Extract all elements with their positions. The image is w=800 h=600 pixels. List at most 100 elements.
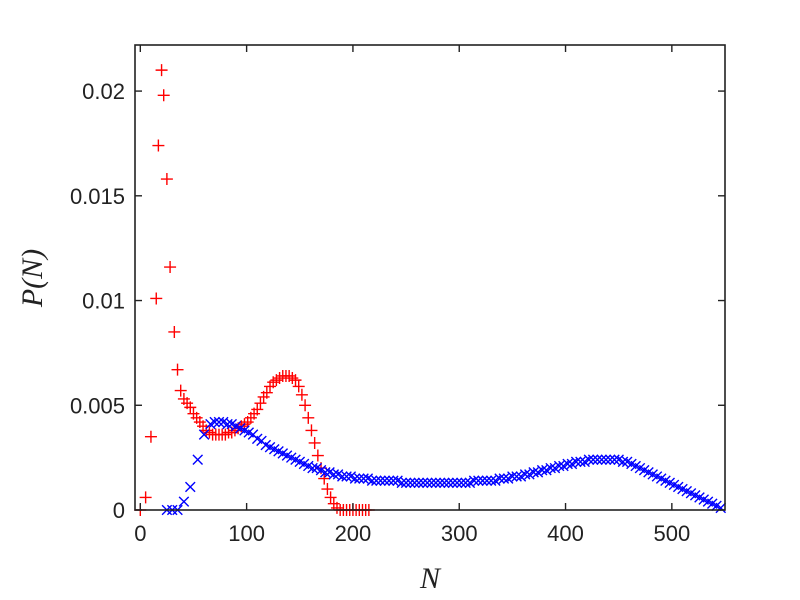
plus-marker: [200, 424, 213, 437]
plus-marker: [330, 501, 343, 514]
cross-marker: [519, 469, 531, 480]
cross-marker: [222, 418, 233, 430]
cross-marker: [413, 477, 425, 489]
cross-marker: [507, 471, 518, 482]
plot-background: [135, 45, 725, 510]
y-tick-label: 0.015: [70, 184, 125, 209]
cross-marker: [617, 456, 629, 468]
cross-marker: [383, 475, 395, 486]
plus-marker: [144, 430, 157, 443]
cross-marker: [400, 477, 412, 489]
cross-marker: [456, 477, 467, 489]
plus-marker: [155, 64, 168, 77]
cross-marker: [562, 458, 573, 470]
y-tick-label: 0.005: [70, 393, 125, 418]
plus-marker: [150, 292, 163, 305]
cross-marker: [426, 477, 437, 489]
cross-marker: [468, 475, 480, 486]
cross-marker: [600, 454, 612, 466]
plus-marker: [157, 89, 170, 102]
cross-marker: [545, 462, 556, 474]
cross-marker: [178, 496, 190, 507]
plus-marker: [219, 428, 232, 441]
cross-marker: [375, 475, 386, 486]
cross-marker: [447, 477, 459, 489]
plus-marker: [295, 388, 308, 401]
plus-marker: [289, 374, 302, 387]
cross-marker: [409, 477, 420, 489]
plus-marker: [283, 369, 296, 382]
x-tick-label: 500: [653, 521, 690, 546]
cross-marker: [379, 475, 391, 486]
cross-marker: [609, 454, 620, 466]
x-tick-label: 200: [335, 521, 372, 546]
cross-marker: [349, 473, 361, 484]
x-tick-label: 300: [441, 521, 478, 546]
cross-marker: [473, 475, 484, 486]
cross-marker: [388, 475, 399, 486]
cross-marker: [481, 475, 493, 486]
cross-marker: [213, 416, 225, 428]
cross-marker: [184, 481, 196, 493]
blue-cross-series: [161, 416, 727, 516]
y-axis-title: P(N): [16, 249, 49, 308]
cross-marker: [439, 477, 450, 489]
plus-marker: [139, 491, 152, 504]
plus-marker: [324, 491, 337, 504]
cross-marker: [434, 477, 446, 489]
cross-marker: [443, 477, 454, 489]
y-tick-label: 0: [113, 498, 125, 523]
cross-marker: [536, 464, 548, 476]
cross-marker: [575, 456, 586, 468]
cross-marker: [587, 454, 599, 466]
cross-marker: [528, 467, 539, 478]
cross-marker: [596, 454, 607, 466]
cross-marker: [366, 475, 378, 486]
cross-marker: [354, 473, 365, 484]
x-tick-label: 0: [134, 521, 146, 546]
cross-marker: [592, 454, 603, 466]
cross-marker: [422, 477, 433, 489]
plus-marker: [321, 483, 334, 496]
plus-marker: [311, 449, 324, 462]
cross-marker: [358, 473, 369, 484]
cross-marker: [451, 477, 463, 489]
cross-marker: [477, 475, 488, 486]
plus-marker: [160, 173, 173, 186]
plus-marker: [270, 374, 283, 387]
plus-marker: [299, 399, 312, 412]
cross-marker: [460, 477, 471, 489]
plus-marker: [260, 386, 273, 399]
cross-marker: [604, 454, 616, 466]
data-marks: [134, 64, 727, 516]
cross-marker: [337, 471, 348, 482]
plus-marker: [164, 261, 177, 274]
x-tick-label: 400: [547, 521, 584, 546]
plus-marker: [152, 139, 165, 152]
cross-marker: [494, 473, 505, 484]
cross-marker: [430, 477, 442, 489]
cross-marker: [485, 475, 497, 486]
cross-marker: [396, 477, 408, 489]
cross-marker: [583, 454, 595, 466]
cross-marker: [198, 429, 210, 440]
cross-marker: [715, 502, 727, 514]
cross-marker: [570, 456, 582, 468]
x-tick-label: 100: [228, 521, 265, 546]
plus-marker: [174, 384, 187, 397]
cross-marker: [319, 467, 331, 478]
plus-marker: [273, 372, 286, 385]
plus-marker: [251, 403, 264, 416]
plus-marker: [184, 401, 197, 414]
plus-marker: [308, 436, 321, 449]
cross-marker: [192, 454, 204, 466]
y-tick-label: 0.02: [82, 79, 125, 104]
plus-marker: [254, 397, 267, 410]
cross-marker: [511, 471, 522, 482]
cross-marker: [341, 471, 352, 482]
cross-marker: [371, 475, 382, 486]
cross-marker: [417, 477, 429, 489]
plus-marker: [267, 376, 280, 389]
plus-marker: [292, 380, 305, 393]
